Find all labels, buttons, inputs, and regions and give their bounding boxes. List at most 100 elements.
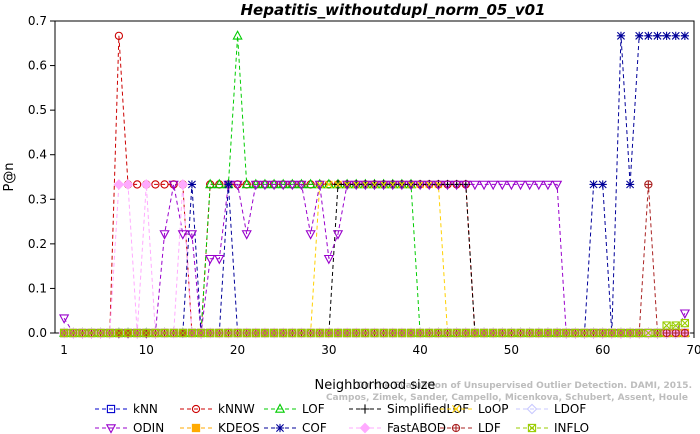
data-point-cof [653,31,662,40]
data-point-loop [361,180,370,189]
data-point-inflo [552,328,562,338]
data-point-odin [168,180,179,191]
legend-label-lof: LOF [302,402,325,416]
data-point-lof [323,178,334,189]
data-point-odin [268,180,280,191]
data-point-inflo [279,328,288,338]
data-point-inflo [589,328,598,338]
data-point-cof [635,31,644,40]
data-point-fastabod [177,179,189,190]
data-point-loop [370,180,379,189]
data-point-inflo [507,328,516,338]
legend-item-ldof: LDOF [516,402,586,416]
data-point-loop [324,180,333,189]
legend-label-odin: ODIN [133,421,164,434]
data-point-odin [506,180,517,191]
data-point-odin [351,180,362,191]
data-point-odin [679,309,690,319]
legend-marker-loop [452,405,460,413]
data-point-odin [305,230,316,240]
data-point-inflo [114,328,124,338]
data-point-loop [315,180,324,189]
data-point-odin [250,180,261,191]
data-point-cof [671,31,680,40]
data-point-inflo [196,328,206,338]
data-point-odin [378,180,389,191]
data-point-inflo [370,328,379,338]
data-point-inflo [525,328,534,338]
legend-label-loop: LoOP [478,402,509,416]
data-point-inflo [434,328,443,338]
data-point-cof [224,180,233,189]
plot-frame [54,20,695,334]
watermark-line-1: On the Evaluation of Unsupervised Outlie… [357,381,692,391]
legend-label-knn: kNN [133,402,158,416]
data-point-inflo [452,328,461,338]
data-point-fastabod [140,179,152,190]
legend-marker-odin [105,424,117,434]
legend-marker-knn [106,404,116,414]
x-axis-label: Neighborhood size [315,378,436,393]
data-point-inflo [260,328,270,338]
data-point-odin [369,180,380,191]
data-point-odin [515,180,526,191]
legend-item-ldf: LDF [440,421,501,434]
data-point-inflo [333,328,343,338]
data-point-inflo [388,328,397,338]
data-point-inflo [187,328,197,338]
x-tick-label: 30 [321,343,336,357]
data-point-lof [268,178,280,189]
data-point-loop [352,180,361,189]
data-point-inflo [562,328,571,338]
data-point-inflo [516,328,525,338]
data-point-inflo [352,328,361,338]
data-point-inflo [206,328,215,338]
data-point-cof [187,180,197,189]
data-point-odin [259,180,271,191]
data-point-inflo [96,328,105,338]
data-point-odin [241,230,252,240]
data-point-odin [59,314,70,324]
series-points-inflo [59,318,690,338]
data-point-lof [214,178,225,189]
data-point-odin [323,254,334,265]
data-point-inflo [443,328,452,338]
data-point-lof [241,178,252,189]
data-point-loop [416,180,425,189]
data-point-inflo [571,328,580,338]
data-point-loop [397,180,406,189]
data-point-odin [460,180,471,191]
data-point-lof [314,178,325,189]
data-point-inflo [461,328,470,338]
data-point-inflo [361,328,370,338]
legend-item-loop: LoOP [440,402,509,416]
data-point-odin [341,180,353,191]
data-point-cof [626,180,635,189]
data-point-odin [551,180,563,191]
data-point-odin [177,230,188,240]
data-point-inflo [489,328,498,338]
data-point-ldf [662,328,671,338]
data-point-odin [424,180,435,191]
legend-label-simplifiedlof: SimplifiedLOF [387,402,469,416]
data-point-odin [205,254,216,265]
data-point-odin [524,180,535,191]
legend-item-knn: kNN [95,402,158,416]
data-point-odin [159,230,170,240]
data-point-odin [497,180,508,191]
data-point-inflo [616,328,626,338]
legend-label-ldf: LDF [478,421,501,434]
data-point-odin [278,180,289,191]
watermark: On the Evaluation of Unsupervised Outlie… [326,381,692,403]
data-point-inflo [306,328,315,338]
data-point-inflo [224,328,233,338]
data-point-inflo [607,328,616,338]
data-point-fastabod [113,179,125,190]
data-point-odin [232,180,243,191]
data-point-inflo [315,328,324,338]
legend-marker-ldof [526,403,538,415]
data-point-inflo [78,328,87,338]
data-point-inflo [406,328,416,338]
data-point-lof [287,178,298,189]
